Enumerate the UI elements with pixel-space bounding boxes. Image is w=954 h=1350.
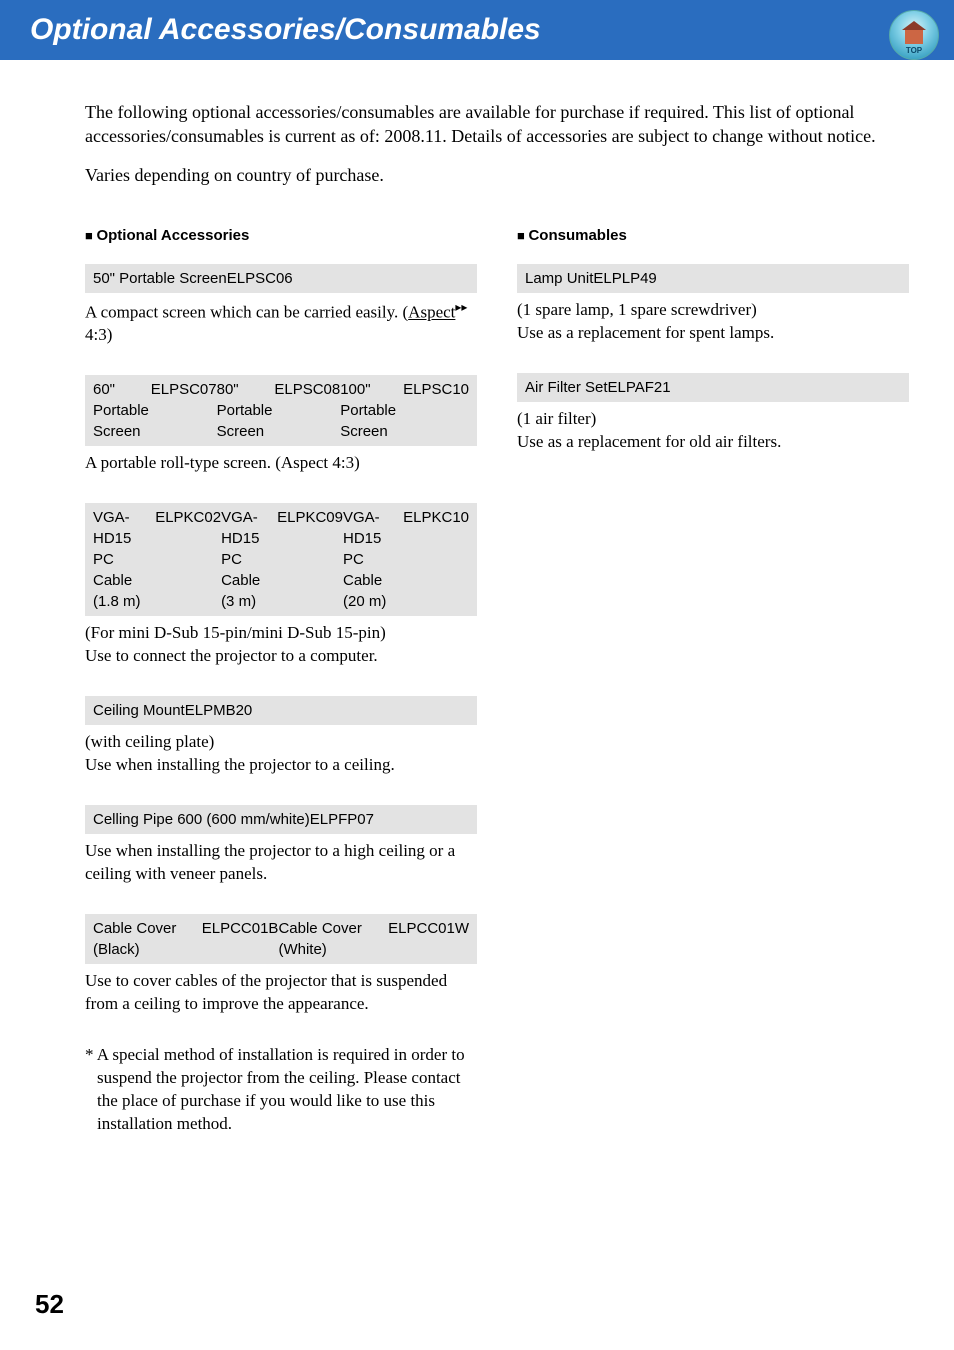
product-code: ELPLP49 <box>593 268 656 289</box>
content-area: The following optional accessories/consu… <box>0 60 954 1136</box>
header-bar: Optional Accessories/Consumables TOP <box>0 0 954 60</box>
product-name: Cable Cover (White) <box>278 918 388 960</box>
product-code: ELPCC01W <box>388 918 469 960</box>
product-name: 100" Portable Screen <box>340 379 403 442</box>
intro-paragraph-2: Varies depending on country of purchase. <box>85 163 909 187</box>
product-name: 50" Portable Screen <box>93 268 227 289</box>
intro-paragraph-1: The following optional accessories/consu… <box>85 100 909 149</box>
product-code: ELPMB20 <box>185 700 253 721</box>
product-row: 50" Portable ScreenELPSC06 <box>85 264 477 293</box>
product-name: Air Filter Set <box>525 377 608 398</box>
product-description: Use to cover cables of the projector tha… <box>85 964 477 1016</box>
product-code: ELPKC10 <box>403 507 469 612</box>
product-name: 80" Portable Screen <box>217 379 275 442</box>
product-name: Lamp Unit <box>525 268 593 289</box>
top-link-badge[interactable]: TOP <box>889 10 939 60</box>
product-code: ELPCC01B <box>202 918 279 960</box>
product-description: (For mini D-Sub 15-pin/mini D-Sub 15-pin… <box>85 616 477 668</box>
product-row: Cable Cover (Black)ELPCC01BCable Cover (… <box>85 914 477 964</box>
product-code: ELPKC09 <box>277 507 343 612</box>
product-code: ELPSC10 <box>403 379 469 442</box>
product-code: ELPKC02 <box>155 507 221 612</box>
right-column: Consumables Lamp UnitELPLP49(1 spare lam… <box>517 227 909 1136</box>
product-row: Celling Pipe 600 (600 mm/white)ELPFP07 <box>85 805 477 834</box>
product-description: (1 spare lamp, 1 spare screwdriver)Use a… <box>517 293 909 345</box>
product-name: Ceiling Mount <box>93 700 185 721</box>
product-code: ELPSC08 <box>274 379 340 442</box>
product-code: ELPAF21 <box>608 377 671 398</box>
optional-accessories-heading: Optional Accessories <box>85 227 477 244</box>
product-description: Use when installing the projector to a h… <box>85 834 477 886</box>
product-row: VGA-HD15 PC Cable (1.8 m)ELPKC02VGA-HD15… <box>85 503 477 616</box>
product-name: VGA-HD15 PC Cable (3 m) <box>221 507 277 612</box>
left-column: Optional Accessories 50" Portable Screen… <box>85 227 477 1136</box>
product-name: VGA-HD15 PC Cable (20 m) <box>343 507 403 612</box>
consumables-heading: Consumables <box>517 227 909 244</box>
product-name: Cable Cover (Black) <box>93 918 202 960</box>
product-code: ELPSC07 <box>151 379 217 442</box>
installation-footnote: * A special method of installation is re… <box>85 1044 477 1136</box>
product-row: Ceiling MountELPMB20 <box>85 696 477 725</box>
product-code: ELPFP07 <box>310 809 374 830</box>
columns-wrapper: Optional Accessories 50" Portable Screen… <box>85 227 909 1136</box>
product-description: (1 air filter)Use as a replacement for o… <box>517 402 909 454</box>
product-row: Air Filter SetELPAF21 <box>517 373 909 402</box>
product-code: ELPSC06 <box>227 268 293 289</box>
home-icon <box>905 30 923 44</box>
product-row: Lamp UnitELPLP49 <box>517 264 909 293</box>
top-badge-label: TOP <box>906 46 922 55</box>
product-name: VGA-HD15 PC Cable (1.8 m) <box>93 507 155 612</box>
page-number: 52 <box>35 1289 64 1320</box>
product-description: A portable roll-type screen. (Aspect 4:3… <box>85 446 477 475</box>
product-description: A compact screen which can be carried ea… <box>85 293 477 348</box>
product-row: 60" Portable ScreenELPSC0780" Portable S… <box>85 375 477 446</box>
product-name: Celling Pipe 600 (600 mm/white) <box>93 809 310 830</box>
product-name: 60" Portable Screen <box>93 379 151 442</box>
product-description: (with ceiling plate)Use when installing … <box>85 725 477 777</box>
page-title: Optional Accessories/Consumables <box>30 13 541 47</box>
